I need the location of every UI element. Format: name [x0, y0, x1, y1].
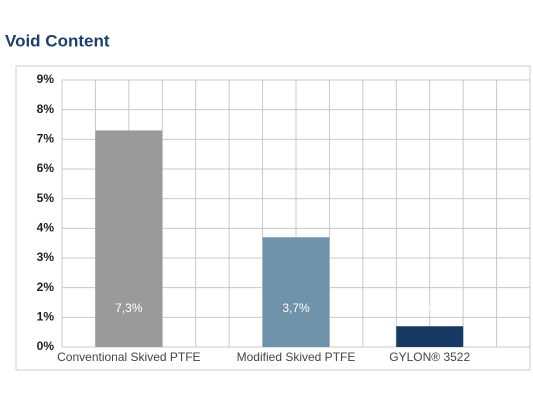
- y-tick-label: 5%: [37, 191, 55, 205]
- bar: [396, 326, 464, 347]
- value-label: 7,3%: [115, 301, 143, 315]
- chart-title: Void Content: [5, 31, 110, 50]
- y-tick-label: 6%: [37, 161, 55, 175]
- x-tick-label: Modified Skived PTFE: [237, 350, 356, 364]
- y-tick-label: 9%: [37, 72, 55, 86]
- bar: [262, 237, 330, 347]
- x-tick-label: GYLON® 3522: [389, 350, 470, 364]
- y-tick-label: 2%: [37, 280, 55, 294]
- y-tick-label: 1%: [37, 310, 55, 324]
- y-tick-label: 7%: [37, 132, 55, 146]
- y-tick-label: 8%: [37, 102, 55, 116]
- x-tick-label: Conventional Skived PTFE: [57, 350, 200, 364]
- bar: [95, 130, 163, 347]
- y-tick-label: 3%: [37, 250, 55, 264]
- y-tick-label: 0%: [37, 339, 55, 353]
- value-label: 3,7%: [282, 301, 310, 315]
- y-tick-label: 4%: [37, 221, 55, 235]
- value-label: 0,7%: [416, 301, 444, 315]
